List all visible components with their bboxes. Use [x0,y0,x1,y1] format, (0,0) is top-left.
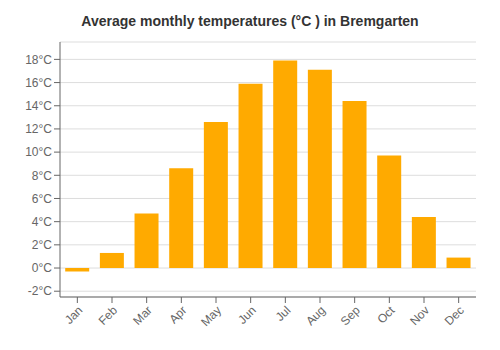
svg-text:Dec: Dec [442,303,467,328]
svg-text:Feb: Feb [96,303,121,328]
svg-text:Jul: Jul [273,303,294,324]
svg-text:-2°C: -2°C [28,284,52,298]
svg-text:Apr: Apr [166,303,189,326]
svg-text:12°C: 12°C [25,122,52,136]
svg-text:6°C: 6°C [32,192,52,206]
html-text:Average monthly temperatures (: Average monthly temperatures (°C ) in Br… [81,13,419,29]
svg-text:Aug: Aug [303,303,328,328]
svg-text:16°C: 16°C [25,76,52,90]
svg-text:Jan: Jan [62,303,86,327]
svg-text:Jun: Jun [235,303,259,327]
svg-text:Mar: Mar [130,303,155,328]
svg-text:18°C: 18°C [25,53,52,67]
svg-text:May: May [198,303,224,329]
svg-text:Oct: Oct [374,303,398,327]
svg-text:Sep: Sep [338,303,363,328]
svg-text:8°C: 8°C [32,169,52,183]
svg-text:4°C: 4°C [32,215,52,229]
svg-text:10°C: 10°C [25,145,52,159]
svg-text:2°C: 2°C [32,238,52,252]
svg-text:14°C: 14°C [25,99,52,113]
svg-text:0°C: 0°C [32,261,52,275]
svg-text:Nov: Nov [407,303,432,328]
